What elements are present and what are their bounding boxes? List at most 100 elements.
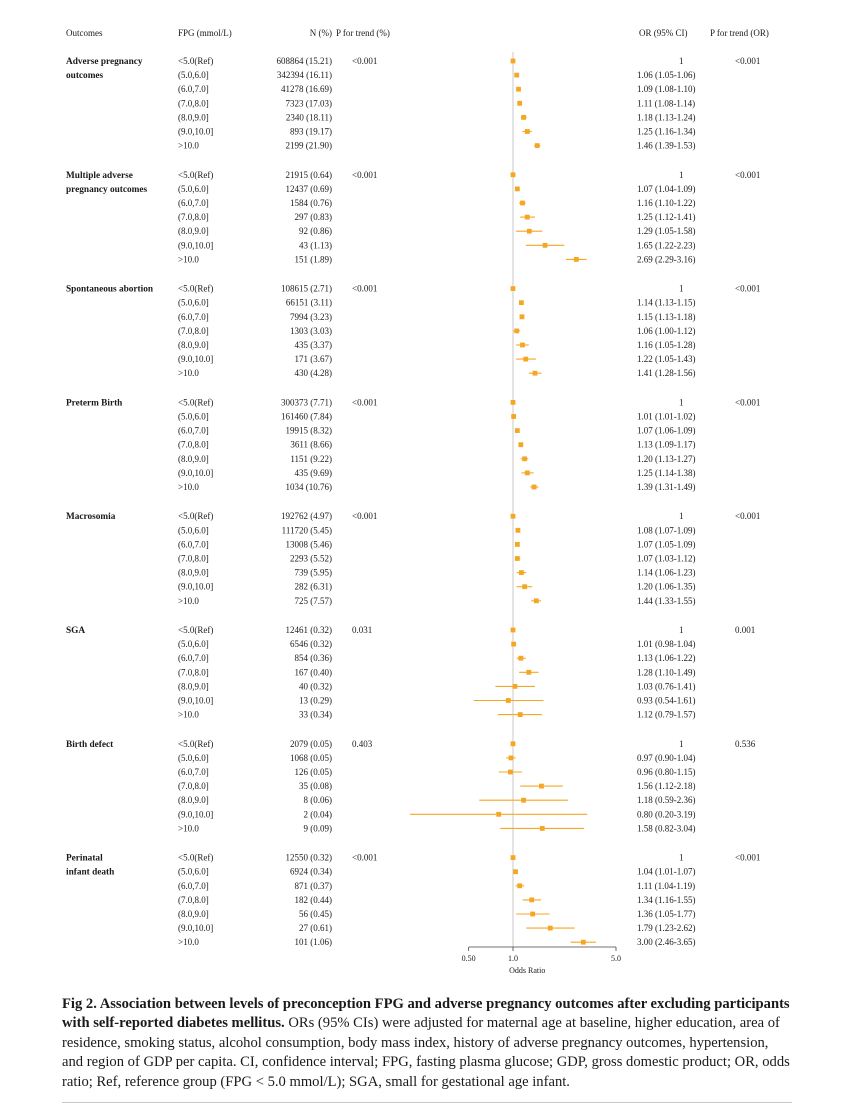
n-percent: 6546 (0.32) <box>290 639 332 649</box>
or-point <box>573 257 579 262</box>
n-percent: 2199 (21.90) <box>286 141 333 151</box>
or-point <box>539 826 545 831</box>
n-percent: 182 (0.44) <box>295 895 333 905</box>
n-percent: 435 (9.69) <box>295 468 333 478</box>
or-point <box>510 855 516 860</box>
or-ci-text: 1.14 (1.13-1.15) <box>637 298 696 308</box>
or-point <box>533 598 539 604</box>
fpg-category: (9.0,10.0] <box>178 582 213 592</box>
fpg-category: >10.0 <box>178 710 199 720</box>
fpg-category: (7.0,8.0] <box>178 212 209 222</box>
or-point <box>530 911 536 917</box>
or-point <box>532 370 538 376</box>
p-trend-or: <0.001 <box>735 397 760 407</box>
or-point <box>514 556 520 561</box>
p-trend-pct: <0.001 <box>352 853 377 863</box>
or-ci-text: 1.18 (0.59-2.36) <box>637 795 696 805</box>
or-ci-text: 1.08 (1.07-1.09) <box>637 525 696 535</box>
or-ci-text: 1.44 (1.33-1.55) <box>637 596 696 606</box>
or-point <box>526 228 532 234</box>
or-ci-text: 1.12 (0.79-1.57) <box>637 710 696 720</box>
or-point <box>518 655 524 661</box>
fpg-category: (6.0,7.0] <box>178 767 209 777</box>
group-label: Birth defect <box>66 740 114 750</box>
n-percent: 92 (0.86) <box>299 226 332 236</box>
n-percent: 1068 (0.05) <box>290 753 332 763</box>
p-trend-or: 0.001 <box>735 625 755 635</box>
fpg-category: (8.0,9.0] <box>178 454 209 464</box>
fpg-category: >10.0 <box>178 141 199 151</box>
n-percent: 893 (19.17) <box>290 127 332 137</box>
fpg-category: (8.0,9.0] <box>178 909 209 919</box>
fpg-category: (5.0,6.0] <box>178 412 209 422</box>
n-percent: 3611 (8.66) <box>290 440 332 450</box>
fpg-category: <5.0(Ref) <box>178 739 213 749</box>
fpg-category: <5.0(Ref) <box>178 511 213 521</box>
caption-title: Fig 2. Association between levels of pre… <box>62 996 790 1032</box>
or-point <box>524 470 530 476</box>
n-percent: 27 (0.61) <box>299 923 332 933</box>
or-point <box>518 442 524 448</box>
n-percent: 430 (4.28) <box>295 368 333 378</box>
fpg-category: (6.0,7.0] <box>178 539 209 549</box>
fpg-category: <5.0(Ref) <box>178 56 213 66</box>
or-point <box>511 641 517 647</box>
fpg-category: (5.0,6.0] <box>178 298 209 308</box>
or-point <box>529 897 535 903</box>
group-label: Adverse pregnancy <box>66 57 143 67</box>
n-percent: 21915 (0.64) <box>286 170 333 180</box>
fpg-category: (9.0,10.0] <box>178 468 213 478</box>
or-ci-text: 1 <box>679 284 684 294</box>
n-percent: 12550 (0.32) <box>286 853 333 863</box>
or-point <box>514 428 520 433</box>
n-percent: 2293 (5.52) <box>290 554 332 564</box>
or-point <box>510 172 516 178</box>
p-trend-or: <0.001 <box>735 170 760 180</box>
or-ci-text: 1.46 (1.39-1.53) <box>637 141 696 151</box>
n-percent: 7323 (17.03) <box>286 98 333 108</box>
fpg-category: >10.0 <box>178 482 199 492</box>
or-ci-text: 1 <box>679 511 684 521</box>
n-percent: 167 (0.40) <box>295 667 333 677</box>
p-trend-pct: <0.001 <box>352 170 377 180</box>
n-percent: 854 (0.36) <box>295 653 333 663</box>
n-percent: 608864 (15.21) <box>277 56 333 66</box>
n-percent: 2340 (18.11) <box>286 112 332 122</box>
n-percent: 871 (0.37) <box>295 881 333 891</box>
n-percent: 13 (0.29) <box>299 696 332 706</box>
n-percent: 66151 (3.11) <box>286 298 332 308</box>
or-ci-text: 1.03 (0.76-1.41) <box>637 681 696 691</box>
or-ci-text: 1 <box>679 56 684 66</box>
group-label: Spontaneous abortion <box>66 285 154 295</box>
or-point <box>580 939 586 945</box>
or-ci-text: 1.01 (1.01-1.02) <box>637 412 696 422</box>
or-point <box>521 797 526 803</box>
or-point <box>514 328 520 334</box>
or-point <box>514 186 520 192</box>
or-point <box>522 584 528 590</box>
header-n: N (%) <box>310 28 332 38</box>
figure-caption: Fig 2. Association between levels of pre… <box>62 995 792 1092</box>
fpg-category: (9.0,10.0] <box>178 923 213 933</box>
fpg-category: >10.0 <box>178 254 199 264</box>
or-ci-text: 1 <box>679 625 684 635</box>
fpg-category: (5.0,6.0] <box>178 184 209 194</box>
or-ci-text: 1.11 (1.08-1.14) <box>637 98 695 108</box>
or-point <box>519 314 525 320</box>
or-ci-text: 1.25 (1.14-1.38) <box>637 468 696 478</box>
or-ci-text: 1.06 (1.05-1.06) <box>637 70 696 80</box>
group-label: Preterm Birth <box>66 398 123 408</box>
n-percent: 43 (1.13) <box>299 240 332 250</box>
or-point <box>547 925 553 931</box>
n-percent: 725 (7.57) <box>295 596 333 606</box>
or-ci-text: 1.13 (1.09-1.17) <box>637 440 696 450</box>
n-percent: 19915 (8.32) <box>286 426 333 436</box>
group-label: pregnancy outcomes <box>66 185 148 195</box>
or-point <box>505 698 511 703</box>
or-point <box>507 769 513 775</box>
fpg-category: <5.0(Ref) <box>178 853 213 863</box>
n-percent: 300373 (7.71) <box>281 397 332 407</box>
or-ci-text: 0.80 (0.20-3.19) <box>637 809 696 819</box>
or-ci-text: 1.65 (1.22-2.23) <box>637 240 696 250</box>
group-label: SGA <box>66 626 85 636</box>
